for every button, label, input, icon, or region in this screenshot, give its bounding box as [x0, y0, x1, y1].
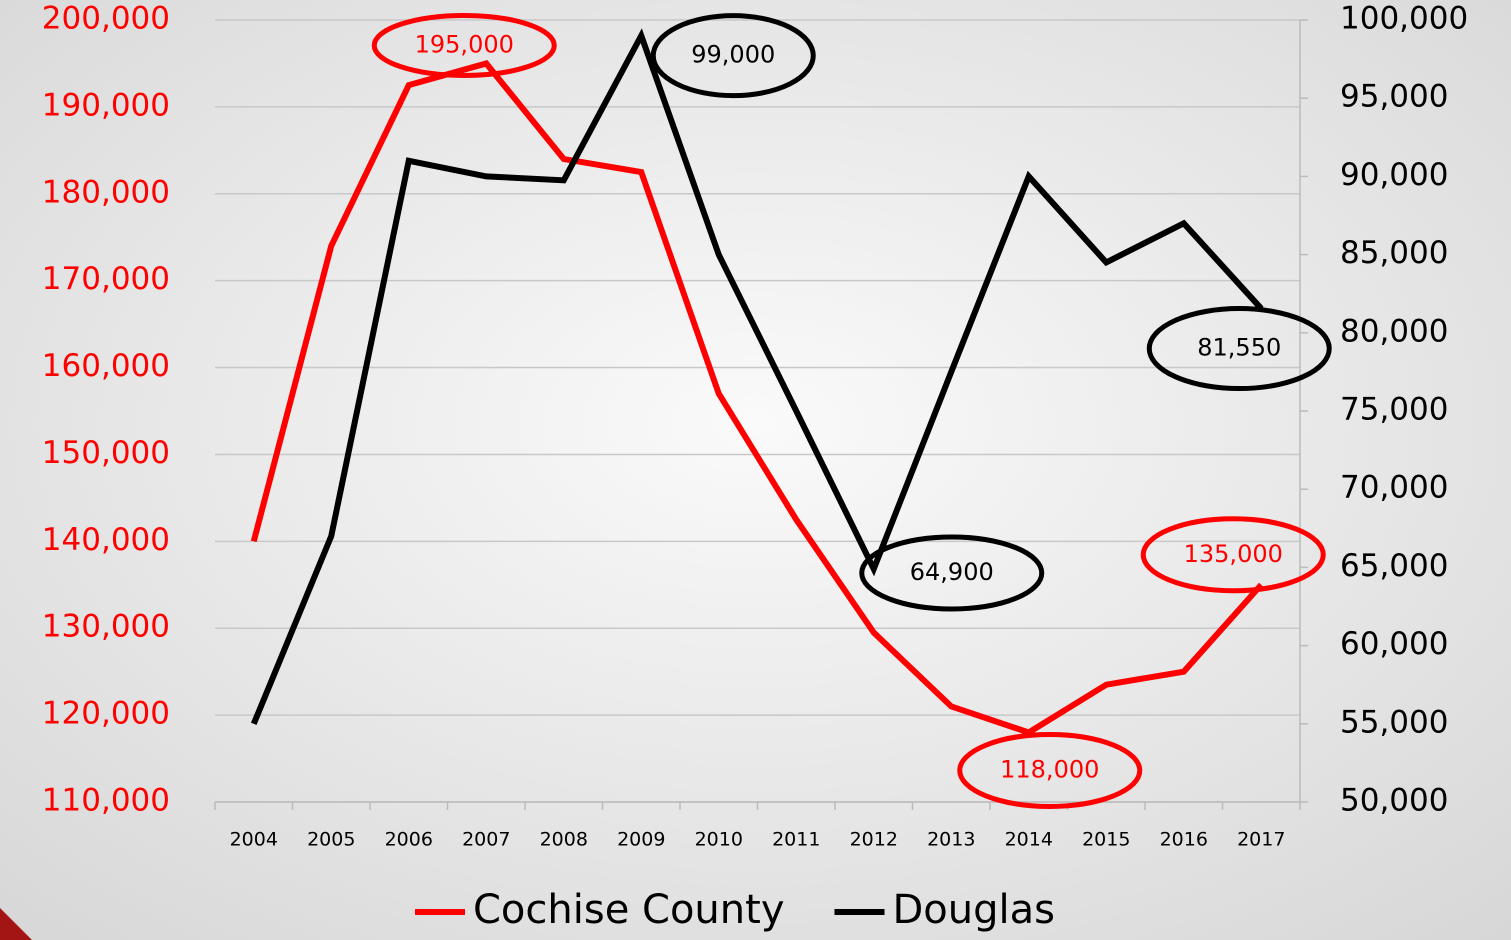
y2-tick-label: 70,000 [1340, 470, 1448, 506]
y-tick-label: 110,000 [42, 783, 170, 819]
y-tick-label: 180,000 [42, 174, 170, 210]
x-tick-label: 2014 [1005, 829, 1053, 851]
x-tick-label: 2004 [230, 829, 278, 851]
data-label: 118,000 [1000, 755, 1099, 783]
y-tick-label: 140,000 [42, 522, 170, 558]
y-tick-label: 120,000 [42, 696, 170, 732]
y2-tick-label: 60,000 [1340, 626, 1448, 662]
y2-tick-label: 65,000 [1340, 548, 1448, 584]
label-ellipse [859, 534, 1045, 612]
y2-tick-label: 50,000 [1340, 783, 1448, 819]
x-tick-label: 2017 [1237, 829, 1285, 851]
data-label: 195,000 [415, 30, 514, 58]
x-tick-label: 2016 [1160, 829, 1208, 851]
y-tick-label: 200,000 [42, 1, 170, 37]
x-tick-label: 2015 [1082, 829, 1130, 851]
data-label: 135,000 [1184, 540, 1283, 568]
legend-label: Cochise County [473, 887, 784, 933]
x-tick-label: 2010 [695, 829, 743, 851]
label-ellipse [650, 13, 816, 99]
legend-label: Douglas [892, 887, 1054, 933]
label-ellipse [957, 731, 1143, 809]
y-tick-label: 160,000 [42, 348, 170, 384]
y2-tick-label: 85,000 [1340, 235, 1448, 271]
y2-tick-label: 90,000 [1340, 157, 1448, 193]
label-ellipse [1146, 306, 1332, 392]
y2-tick-label: 75,000 [1340, 392, 1448, 428]
x-tick-label: 2007 [462, 829, 510, 851]
x-tick-label: 2011 [772, 829, 820, 851]
x-tick-label: 2005 [307, 829, 355, 851]
x-tick-label: 2013 [927, 829, 975, 851]
data-label: 64,900 [910, 558, 994, 586]
y-tick-label: 150,000 [42, 435, 170, 471]
x-tick-label: 2006 [385, 829, 433, 851]
x-tick-label: 2012 [850, 829, 898, 851]
data-label: 81,550 [1197, 334, 1281, 362]
y2-tick-label: 95,000 [1340, 79, 1448, 115]
x-tick-label: 2008 [540, 829, 588, 851]
label-ellipse [371, 12, 557, 78]
y2-tick-label: 100,000 [1340, 1, 1468, 37]
series-line [250, 60, 1264, 736]
corner-decoration [0, 908, 32, 940]
y-tick-label: 170,000 [42, 261, 170, 297]
data-label: 99,000 [691, 41, 775, 69]
label-ellipse [1140, 516, 1326, 594]
y2-tick-label: 80,000 [1340, 313, 1448, 349]
series-line [250, 28, 1264, 725]
y2-tick-label: 55,000 [1340, 704, 1448, 740]
x-tick-label: 2009 [617, 829, 665, 851]
y-tick-label: 190,000 [42, 87, 170, 123]
y-tick-label: 130,000 [42, 609, 170, 645]
